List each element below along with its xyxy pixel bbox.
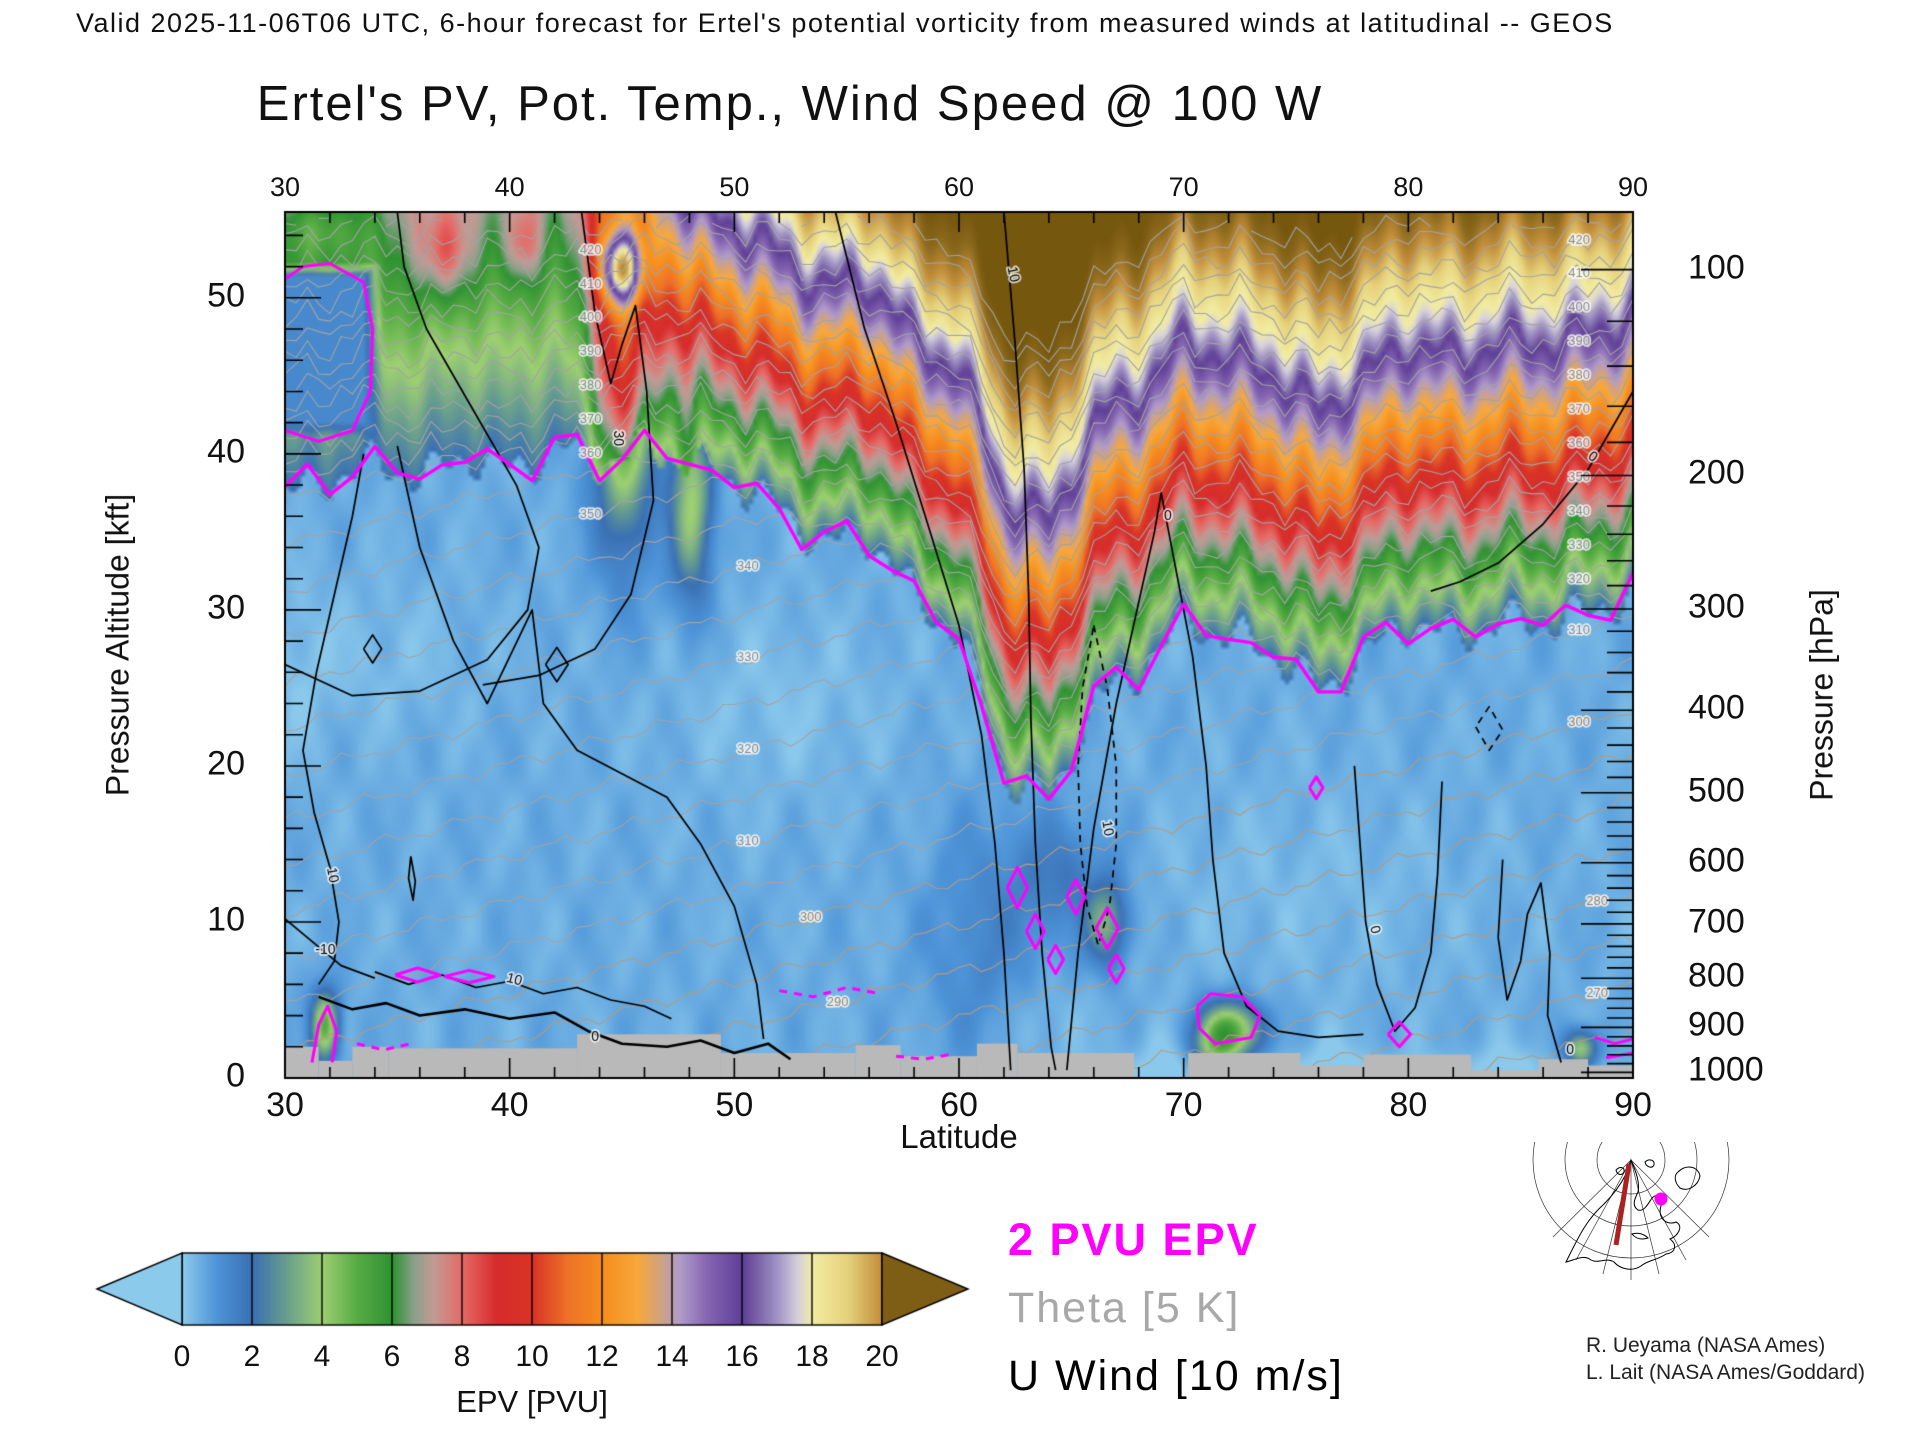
colorbar-tick-label: 6 bbox=[383, 1340, 401, 1373]
x-bottom-tick-label: 50 bbox=[715, 1086, 754, 1124]
colorbar-tick-label: 2 bbox=[243, 1340, 261, 1373]
x-bottom-tick-label: 80 bbox=[1389, 1086, 1428, 1124]
x-top-tick-label: 30 bbox=[269, 172, 301, 202]
colorbar-tick-label: 4 bbox=[313, 1340, 331, 1373]
x-bottom-tick-label: 40 bbox=[490, 1086, 529, 1124]
credit-line-2: L. Lait (NASA Ames/Goddard) bbox=[1586, 1361, 1865, 1384]
colorbar-tick-label: 8 bbox=[453, 1340, 471, 1373]
colorbar-tick-label: 10 bbox=[515, 1340, 549, 1373]
x-top-tick-label: 50 bbox=[719, 172, 750, 202]
y-right-tick-label: 200 bbox=[1688, 454, 1745, 493]
y-left-tick-label: 0 bbox=[226, 1056, 245, 1095]
x-axis-title: Latitude bbox=[900, 1118, 1018, 1155]
x-bottom-tick-label: 90 bbox=[1614, 1086, 1652, 1124]
map-location-dot bbox=[1654, 1192, 1668, 1206]
y-left-tick-label: 20 bbox=[207, 744, 245, 783]
x-top-tick-label: 70 bbox=[1168, 172, 1199, 202]
page-title: Ertel's PV, Pot. Temp., Wind Speed @ 100… bbox=[256, 77, 1324, 131]
y-left-tick-label: 30 bbox=[207, 588, 245, 627]
colorbar-tick-label: 18 bbox=[795, 1340, 829, 1373]
map-inset bbox=[1532, 1142, 1730, 1280]
y-left-tick-label: 50 bbox=[207, 276, 245, 315]
colorbar-tick-label: 14 bbox=[655, 1340, 689, 1373]
y-left-axis-title: Pressure Altitude [kft] bbox=[99, 493, 136, 797]
map-cross-section-line bbox=[1613, 1163, 1632, 1246]
colorbar-tick-label: 0 bbox=[173, 1340, 191, 1373]
validity-header: Valid 2025-11-06T06 UTC, 6-hour forecast… bbox=[76, 8, 1614, 38]
y-right-tick-label: 500 bbox=[1688, 771, 1745, 810]
x-top-tick-label: 80 bbox=[1393, 172, 1424, 202]
x-top-tick-label: 90 bbox=[1617, 172, 1649, 202]
x-top-tick-label: 40 bbox=[494, 172, 525, 202]
colorbar-tick-label: 20 bbox=[865, 1340, 899, 1373]
y-right-tick-label: 700 bbox=[1688, 902, 1745, 941]
y-right-axis-title: Pressure [hPa] bbox=[1803, 589, 1840, 801]
x-bottom-tick-label: 30 bbox=[266, 1086, 304, 1124]
y-right-tick-label: 900 bbox=[1688, 1005, 1745, 1044]
credit-line-1: R. Ueyama (NASA Ames) bbox=[1586, 1334, 1826, 1357]
colorbar-tick-label: 12 bbox=[585, 1340, 619, 1373]
y-right-tick-label: 300 bbox=[1688, 587, 1745, 626]
x-bottom-tick-label: 60 bbox=[940, 1086, 978, 1124]
y-right-tick-label: 800 bbox=[1688, 956, 1745, 995]
legend-2pvu-line: 2 PVU EPV bbox=[1008, 1214, 1259, 1265]
y-right-tick-label: 600 bbox=[1688, 841, 1745, 880]
map-graticule bbox=[1532, 1142, 1730, 1280]
colorbar-title: EPV [PVU] bbox=[456, 1384, 608, 1419]
colorbar-tick-label: 16 bbox=[725, 1340, 759, 1373]
x-top-tick-label: 60 bbox=[943, 172, 975, 202]
y-right-tick-label: 100 bbox=[1688, 248, 1745, 287]
legend-uwind-contours: U Wind [10 m/s] bbox=[1008, 1352, 1344, 1400]
y-right-tick-label: 1000 bbox=[1688, 1050, 1764, 1089]
x-bottom-tick-label: 70 bbox=[1164, 1086, 1203, 1124]
map-coastline bbox=[1565, 1158, 1701, 1270]
legend-theta-contours: Theta [5 K] bbox=[1008, 1284, 1241, 1332]
y-left-tick-label: 10 bbox=[207, 900, 245, 939]
y-left-tick-label: 40 bbox=[207, 432, 245, 471]
y-right-tick-label: 400 bbox=[1688, 688, 1745, 727]
